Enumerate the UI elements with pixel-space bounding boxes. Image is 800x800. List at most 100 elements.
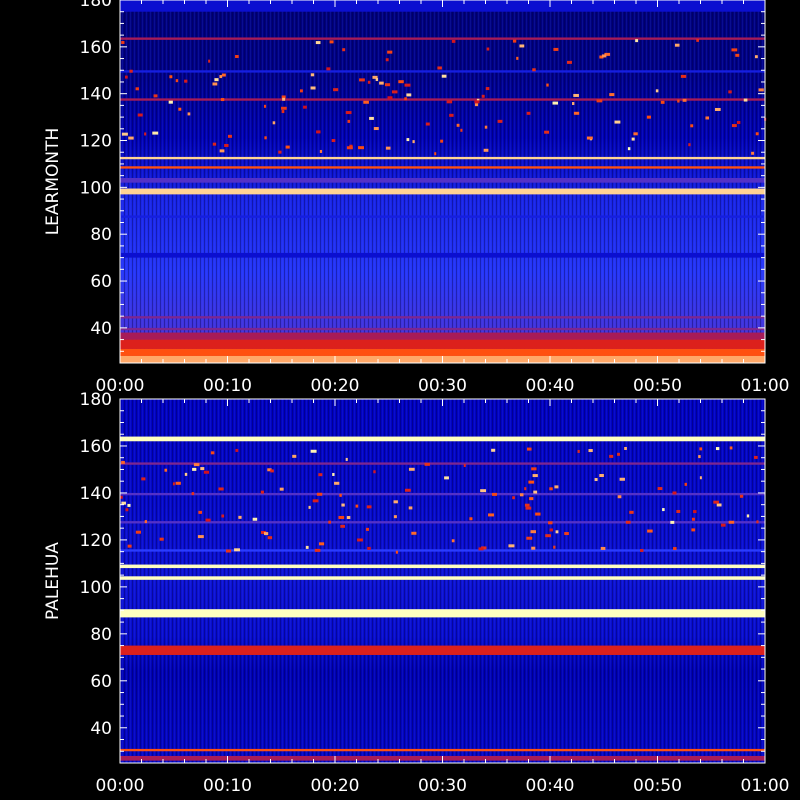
burst-mark <box>260 530 266 534</box>
burst-mark <box>328 520 331 524</box>
burst-mark <box>625 520 631 524</box>
burst-mark <box>688 143 691 147</box>
burst-mark <box>385 58 389 62</box>
x-tick-label: 00:00 <box>96 376 145 396</box>
burst-mark <box>264 532 269 536</box>
burst-mark <box>604 52 611 56</box>
burst-mark <box>657 487 663 491</box>
heatmap-band <box>120 748 765 752</box>
burst-mark <box>263 104 267 108</box>
burst-mark <box>310 449 317 453</box>
burst-mark <box>609 93 615 97</box>
burst-mark <box>329 40 334 44</box>
heatmap-band <box>120 327 765 331</box>
burst-mark <box>267 468 272 472</box>
x-tick-label: 00:30 <box>418 776 467 796</box>
burst-mark <box>342 48 346 52</box>
burst-mark <box>548 521 553 525</box>
burst-mark <box>372 75 378 79</box>
burst-mark <box>614 120 621 124</box>
burst-mark <box>463 464 466 468</box>
burst-mark <box>753 455 758 459</box>
burst-mark <box>169 75 173 79</box>
y-tick-label: 80 <box>90 625 112 645</box>
burst-mark <box>387 96 393 100</box>
heatmap-band <box>120 348 765 356</box>
burst-mark <box>408 506 413 510</box>
burst-mark <box>546 83 549 87</box>
burst-mark <box>600 546 606 550</box>
burst-mark <box>121 501 126 505</box>
burst-mark <box>609 454 614 458</box>
burst-mark <box>756 520 759 524</box>
burst-mark <box>385 146 391 150</box>
burst-mark <box>524 503 530 507</box>
burst-mark <box>282 97 286 101</box>
heatmap-band <box>120 332 765 340</box>
burst-mark <box>338 515 345 519</box>
burst-mark <box>516 56 519 60</box>
x-tick-label: 00:00 <box>96 776 145 796</box>
burst-mark <box>529 497 534 501</box>
burst-mark <box>552 101 558 105</box>
burst-mark <box>404 97 407 101</box>
burst-mark <box>395 550 398 554</box>
burst-mark <box>519 493 524 497</box>
burst-mark <box>358 146 364 150</box>
burst-mark <box>366 505 372 509</box>
burst-mark <box>693 510 697 514</box>
burst-mark <box>278 150 282 154</box>
burst-mark <box>141 477 146 481</box>
burst-mark <box>412 140 415 144</box>
burst-mark <box>391 90 398 94</box>
burst-mark <box>599 55 604 59</box>
burst-mark <box>379 81 384 85</box>
burst-mark <box>572 102 575 106</box>
burst-mark <box>187 112 191 116</box>
burst-mark <box>553 545 556 549</box>
y-tick-label: 40 <box>90 719 112 739</box>
burst-mark <box>474 103 479 107</box>
heatmap-band <box>120 70 765 73</box>
burst-mark <box>545 534 551 538</box>
burst-mark <box>406 93 412 97</box>
burst-mark <box>755 132 759 136</box>
y-tick-label: 160 <box>80 38 112 58</box>
burst-mark <box>633 132 638 136</box>
burst-mark <box>127 544 132 548</box>
burst-mark <box>332 472 335 476</box>
burst-mark <box>334 481 340 485</box>
y-axis-label: PALEHUA <box>43 542 63 620</box>
burst-mark <box>673 547 677 551</box>
burst-mark <box>127 503 131 507</box>
burst-mark <box>214 78 219 82</box>
heatmap-band <box>120 492 765 496</box>
burst-mark <box>601 54 607 58</box>
burst-mark <box>480 489 487 493</box>
burst-mark <box>339 493 342 497</box>
burst-mark <box>441 74 447 78</box>
burst-mark <box>531 546 536 550</box>
burst-mark <box>153 94 158 98</box>
burst-mark <box>411 531 417 535</box>
burst-mark <box>631 137 635 141</box>
burst-mark <box>408 467 415 471</box>
burst-mark <box>137 113 143 117</box>
burst-mark <box>481 94 485 98</box>
heatmap-band <box>120 339 765 349</box>
burst-mark <box>152 131 159 135</box>
x-tick-label: 00:30 <box>418 376 467 396</box>
burst-mark <box>528 480 535 484</box>
burst-mark <box>406 138 410 142</box>
burst-mark <box>175 481 181 485</box>
heatmap-band <box>120 609 765 618</box>
burst-mark <box>460 128 463 132</box>
burst-mark <box>525 506 532 510</box>
burst-mark <box>373 470 376 474</box>
burst-mark <box>743 98 748 102</box>
heatmap-band <box>120 436 765 442</box>
burst-mark <box>635 39 639 43</box>
burst-mark <box>449 113 454 117</box>
burst-mark <box>128 136 134 140</box>
